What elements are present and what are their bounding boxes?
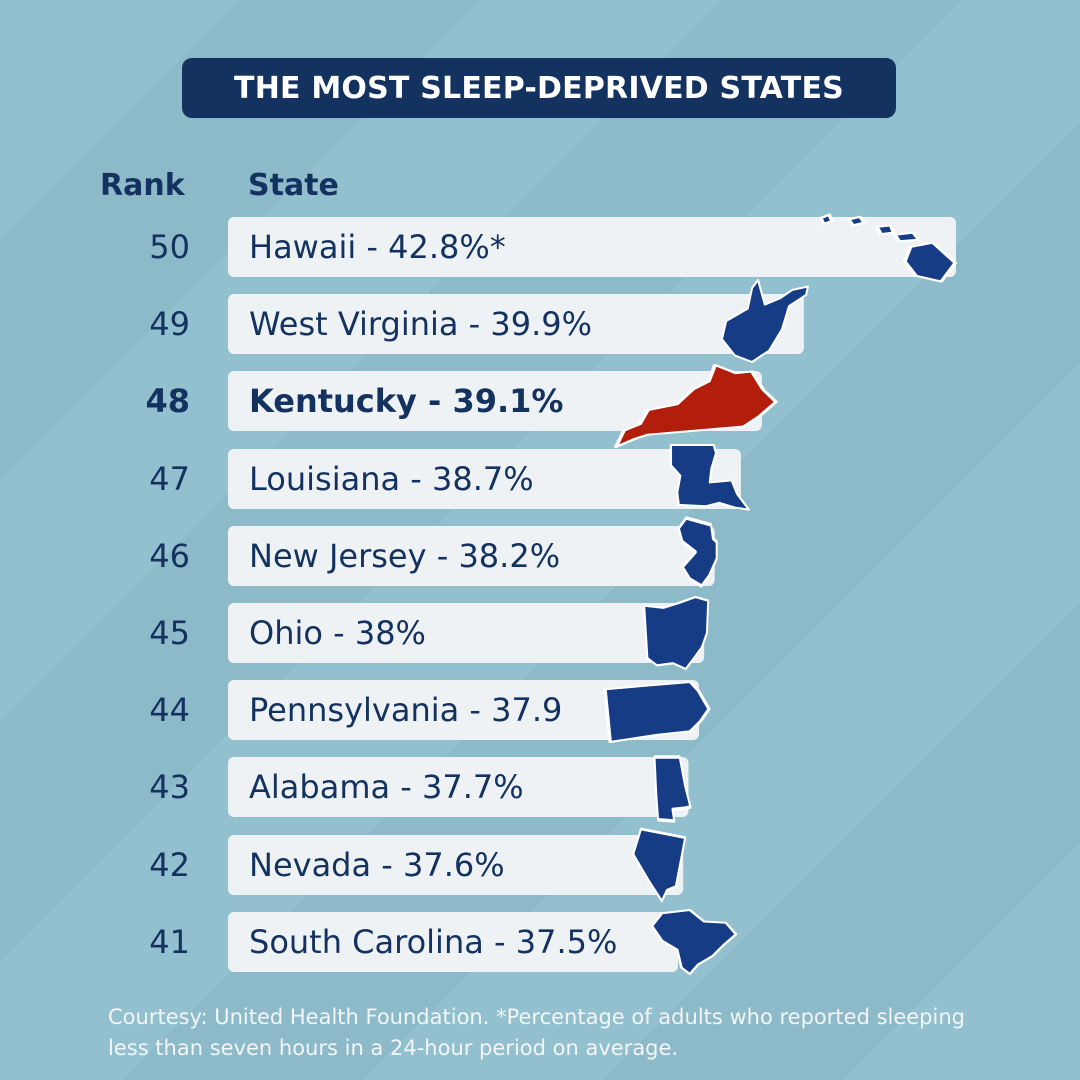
state-column-header: State [248, 168, 339, 203]
rank-label: 43 [149, 768, 190, 806]
rank-label: 45 [149, 614, 190, 652]
data-label: New Jersey - 38.2% [249, 537, 560, 575]
rank-column-header: Rank [100, 168, 185, 203]
chart-row: 48 Kentucky - 39.1% [145, 363, 778, 449]
bar [228, 371, 762, 431]
south-carolina-shape-icon [650, 908, 738, 976]
footnote: Courtesy: United Health Foundation. *Per… [108, 1005, 965, 1060]
rank-label: 44 [149, 691, 190, 729]
chart-row: 47 Louisiana - 38.7% [149, 444, 751, 511]
rank-label: 46 [149, 537, 190, 575]
rank-label: 49 [149, 305, 190, 343]
data-label: West Virginia - 39.9% [249, 305, 592, 343]
bar [228, 449, 741, 509]
rank-label: 48 [145, 382, 190, 420]
data-label: Alabama - 37.7% [249, 768, 524, 806]
bar [228, 835, 684, 895]
bar [228, 603, 705, 663]
chart-row: 41 South Carolina - 37.5% [149, 908, 738, 976]
chart-row: 46 New Jersey - 38.2% [149, 516, 718, 588]
chart-row: 49 West Virginia - 39.9% [149, 278, 809, 364]
bar [228, 912, 678, 972]
ohio-shape-icon [643, 595, 710, 671]
chart-row: 43 Alabama - 37.7% [149, 755, 692, 823]
chart-row: 42 Nevada - 37.6% [149, 827, 687, 903]
data-label: Hawaii - 42.8%* [249, 228, 506, 266]
kentucky-shape-icon [613, 363, 778, 449]
chart-title: THE MOST SLEEP-DEPRIVED STATES [234, 70, 844, 106]
bar [228, 217, 956, 277]
rank-label: 42 [149, 846, 190, 884]
bar [228, 757, 689, 817]
nevada-shape-icon [632, 827, 687, 903]
bar [228, 294, 804, 354]
title-banner: THE MOST SLEEP-DEPRIVED STATES [182, 58, 896, 118]
chart-row: 44 Pennsylvania - 37.9 [149, 680, 711, 743]
data-label: Nevada - 37.6% [249, 846, 505, 884]
west-virginia-shape-icon [720, 278, 809, 364]
bar [228, 680, 699, 740]
data-label: Ohio - 38% [249, 614, 426, 652]
bar [228, 526, 715, 586]
new-jersey-shape-icon [677, 516, 718, 588]
data-label: Pennsylvania - 37.9 [249, 691, 562, 729]
data-label: Louisiana - 38.7% [249, 460, 534, 498]
hawaii-shape-icon [818, 213, 958, 283]
rank-label: 50 [149, 228, 190, 266]
alabama-shape-icon [653, 755, 692, 823]
rank-label: 47 [149, 460, 190, 498]
chart-row: 45 Ohio - 38% [149, 595, 710, 671]
data-label: Kentucky - 39.1% [249, 382, 563, 420]
pennsylvania-shape-icon [603, 681, 711, 743]
chart-row: 50 Hawaii - 42.8%* [149, 213, 958, 283]
data-label: South Carolina - 37.5% [249, 923, 617, 961]
rank-label: 41 [149, 923, 190, 961]
louisiana-shape-icon [669, 444, 751, 511]
